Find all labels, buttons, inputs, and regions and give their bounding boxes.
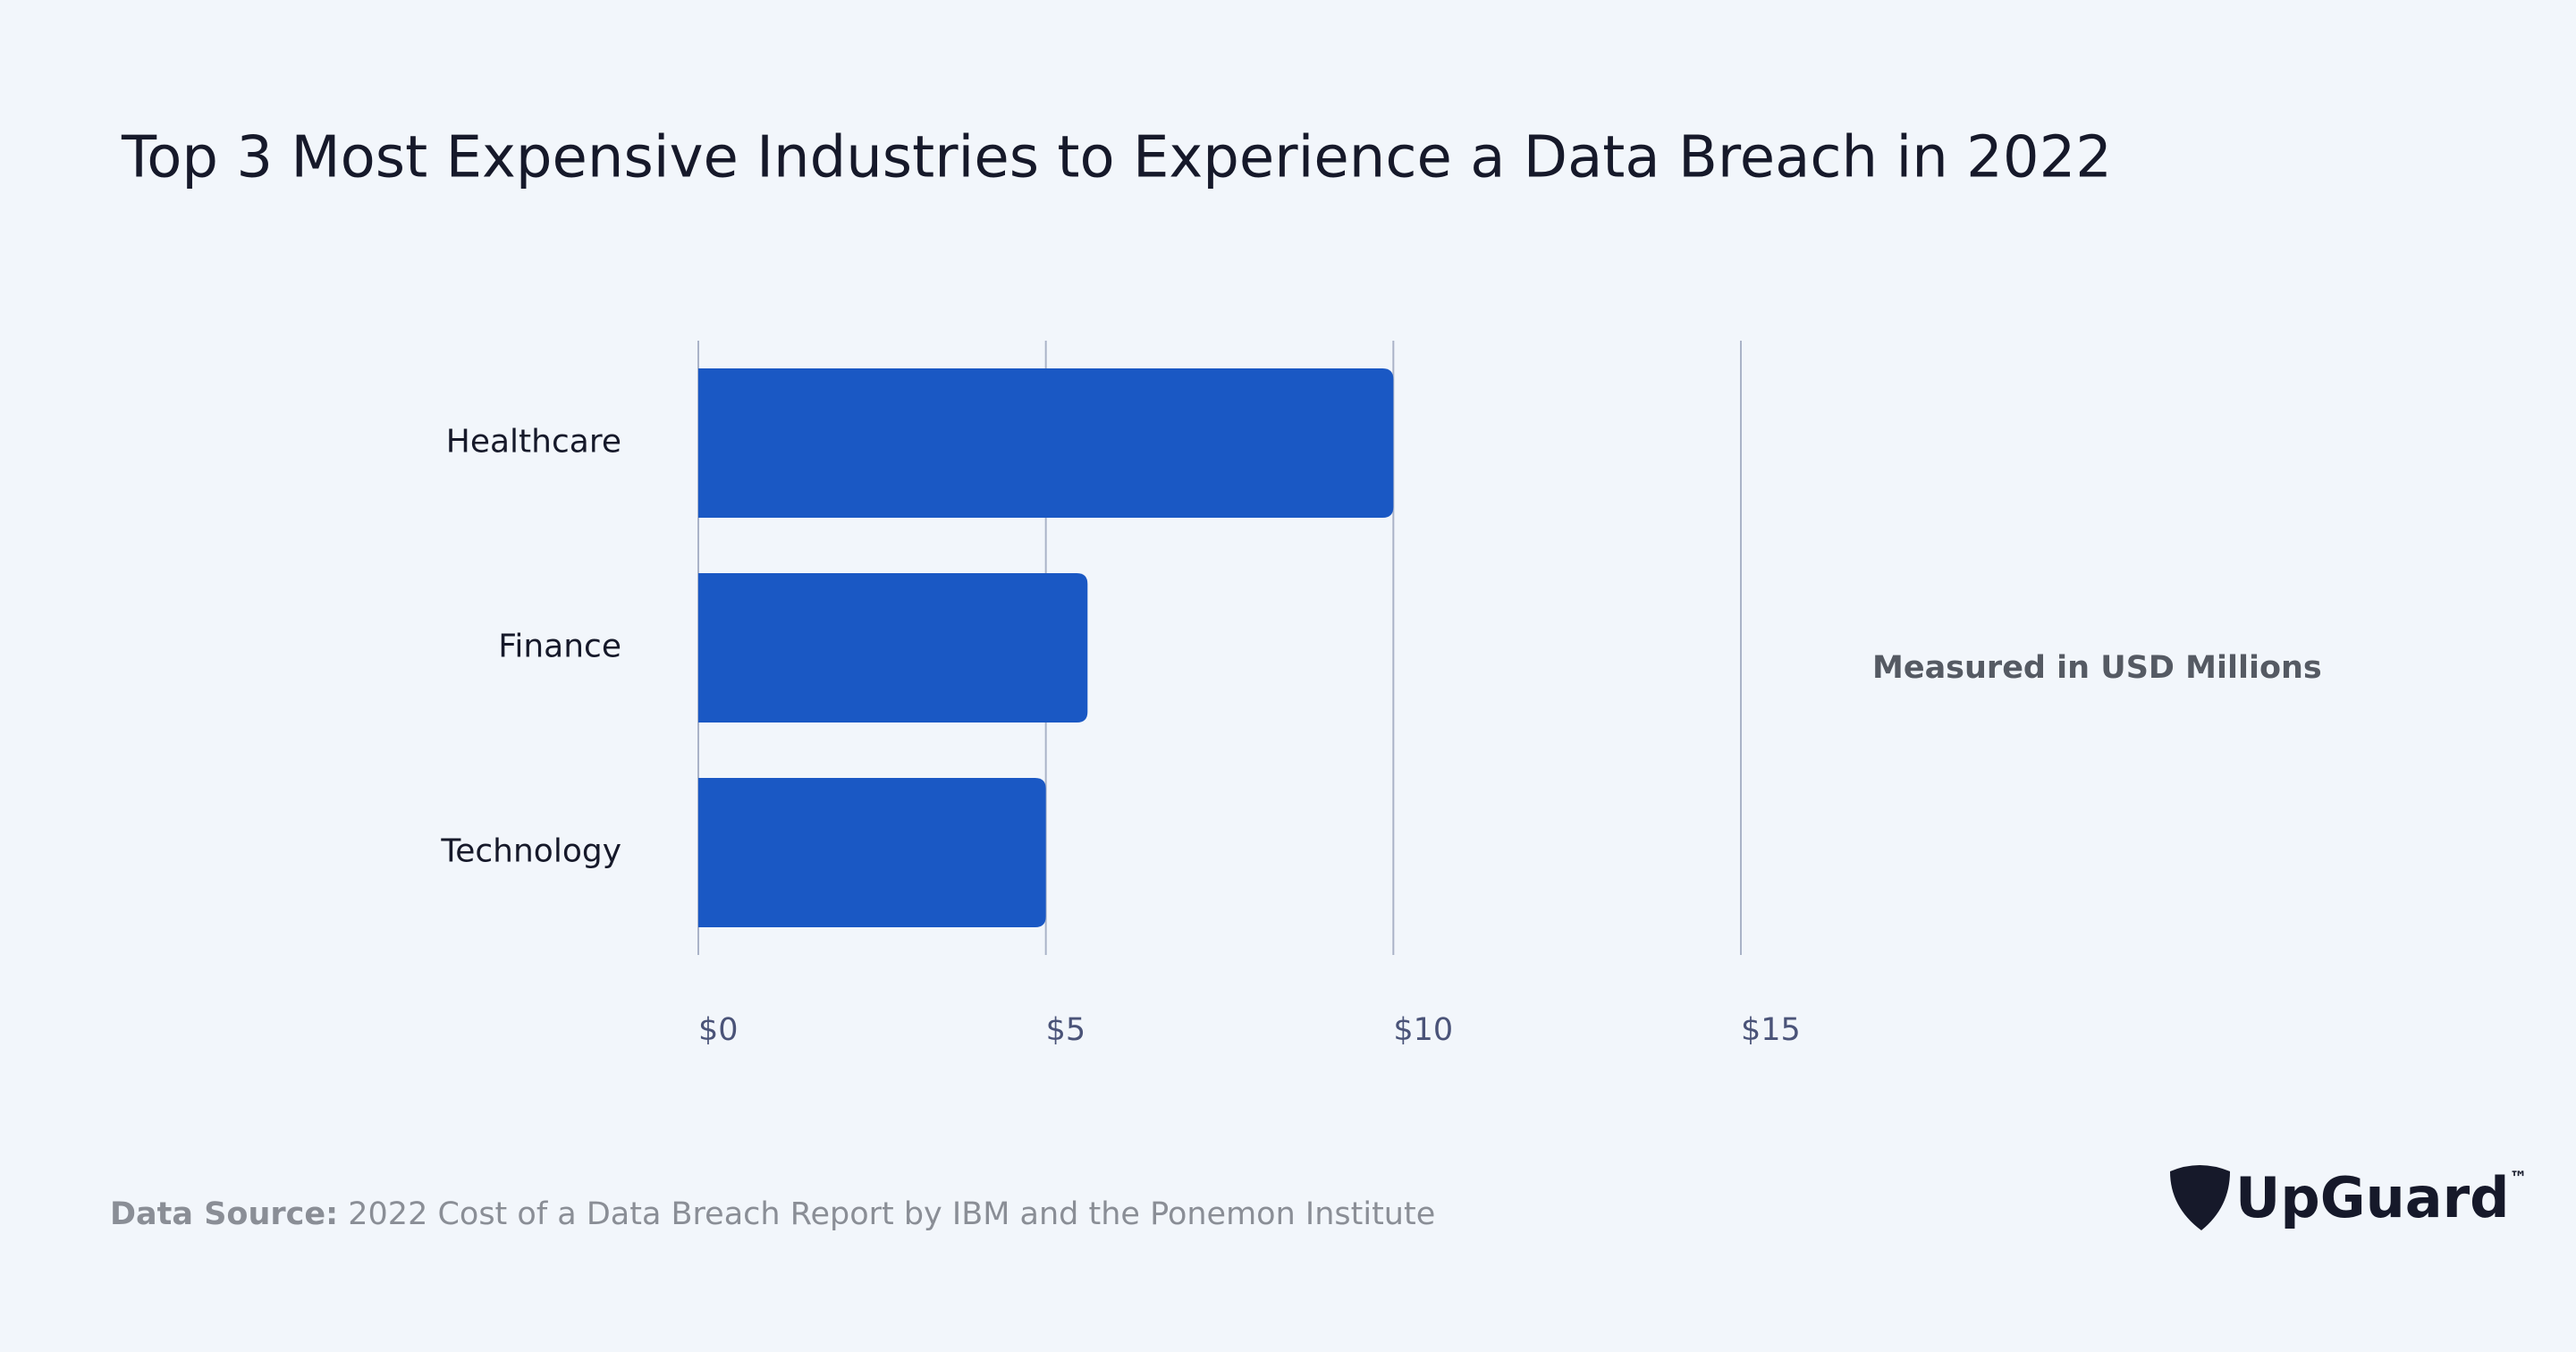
bar (698, 368, 1394, 518)
x-tick-label: $10 (1393, 1012, 1453, 1048)
logo: UpGuard™ (2170, 1165, 2528, 1230)
logo-icon (2170, 1165, 2230, 1230)
axis-note: Measured in USD Millions (1872, 650, 2322, 686)
bar (698, 573, 1088, 722)
chart-title: Top 3 Most Expensive Industries to Exper… (121, 125, 2112, 191)
logo-text: UpGuard™ (2235, 1165, 2528, 1230)
bar (698, 778, 1046, 927)
logo-tm: ™ (2510, 1167, 2528, 1188)
source: Data Source: 2022 Cost of a Data Breach … (110, 1196, 1435, 1232)
source-label: Data Source: (110, 1196, 338, 1232)
source-text: 2022 Cost of a Data Breach Report by IBM… (348, 1196, 1435, 1232)
logo-name: UpGuard (2235, 1165, 2510, 1230)
x-tick-label: $5 (1046, 1012, 1086, 1048)
y-tick-label: Healthcare (446, 424, 621, 461)
y-tick-label: Finance (498, 629, 621, 665)
x-tick-label: $15 (1741, 1012, 1801, 1048)
x-tick-label: $0 (698, 1012, 739, 1048)
y-tick-label: Technology (440, 833, 621, 870)
